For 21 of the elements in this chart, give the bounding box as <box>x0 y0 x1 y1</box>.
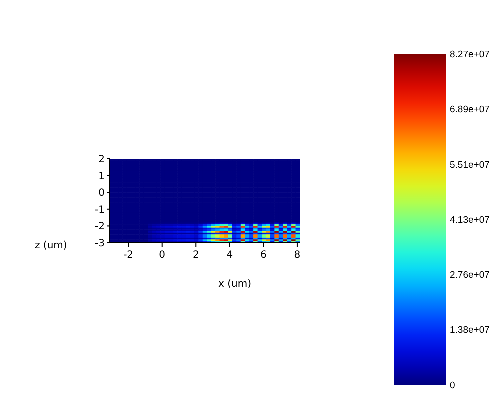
x-tick-label: 2 <box>192 250 200 261</box>
x-tick-label: 0 <box>159 250 166 261</box>
y-axis-title: z (um) <box>35 240 68 252</box>
x-tick-label: 8 <box>294 250 301 261</box>
color-bar-label: 4.13e+07 <box>450 215 490 226</box>
x-axis-title: x (um) <box>218 279 252 290</box>
color-bar-label: 0 <box>450 380 456 392</box>
color-bar-label: 1.38e+07 <box>450 325 490 336</box>
color-bar-label: 2.76e+07 <box>450 270 490 281</box>
y-tick-label: 2 <box>98 154 105 166</box>
color-bar-label: 5.51e+07 <box>450 160 490 171</box>
color-bar-label: 6.89e+07 <box>450 104 490 116</box>
x-tick-label: 4 <box>226 250 234 261</box>
x-tick-label: 6 <box>260 250 267 261</box>
y-tick-label: 1 <box>98 171 105 182</box>
y-tick-label: -2 <box>95 222 105 233</box>
x-tick-label: -2 <box>124 250 134 261</box>
y-tick-label: 0 <box>98 188 105 200</box>
y-tick-label: -1 <box>95 204 105 216</box>
color-bar-label: 8.27e+07 <box>450 49 490 60</box>
y-tick-label: -3 <box>95 238 105 250</box>
